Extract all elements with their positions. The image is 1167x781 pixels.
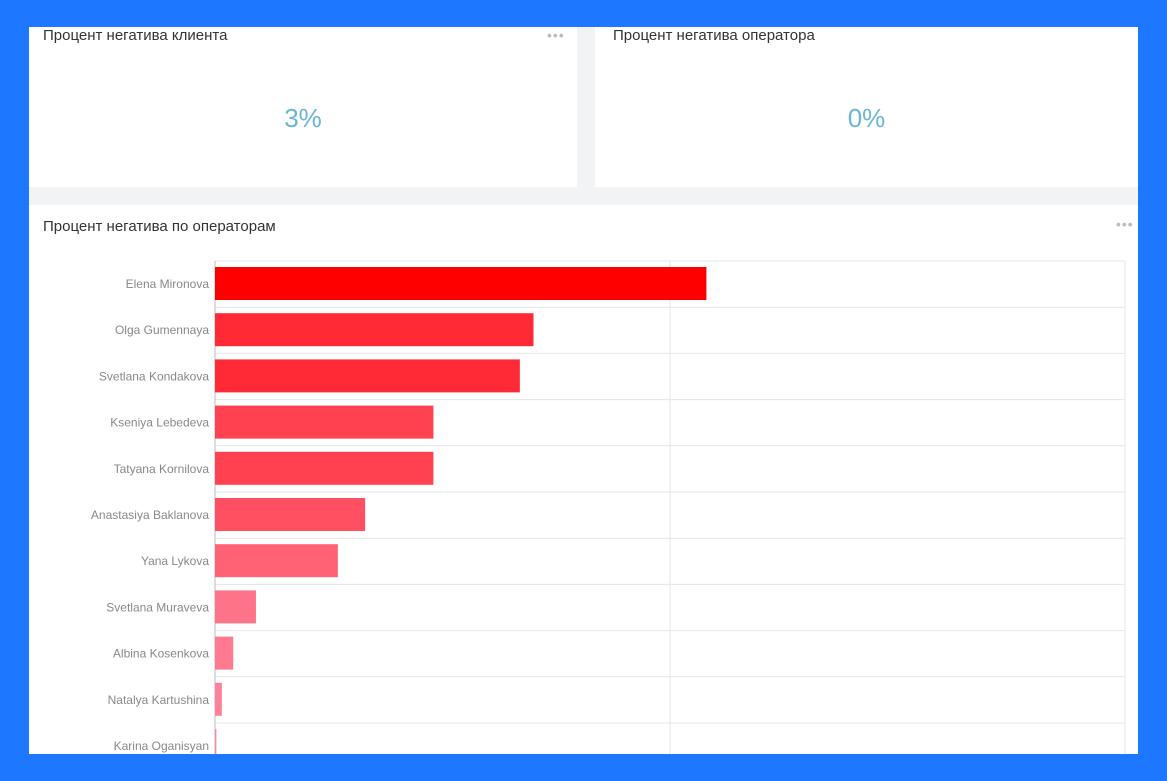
bar [215,544,338,578]
bar [215,498,366,531]
bar [215,359,520,393]
category-label: Natalya Kartushina [108,693,210,707]
category-label: Kseniya Lebedeva [110,416,209,430]
category-label: Yana Lykova [141,554,209,568]
bar [215,313,534,347]
bar [215,451,434,485]
kpi-value: 3% [284,103,322,133]
category-label: Albina Kosenkova [113,647,209,661]
kpi-value: 0% [847,103,886,133]
bar [215,636,234,670]
chart-title: Процент негатива по операторам [43,218,276,235]
dashboard: Процент негатива клиента ••• 3% Процент … [29,27,1138,754]
more-dots-icon[interactable]: ••• [547,27,565,43]
bar [215,682,222,716]
bar [215,405,434,439]
category-label: Svetlana Kondakova [99,369,209,383]
category-label: Karina Oganisyan [114,739,209,753]
bar-chart: Elena Mironova Olga Gumennaya Svetlana Kon… [91,260,1126,754]
bar [215,729,217,754]
category-label: Svetlana Muraveva [106,600,209,614]
more-dots-icon[interactable]: ••• [1116,216,1134,232]
kpi-card-client-negative: Процент негатива клиента ••• 3% [29,27,577,187]
category-label: Tatyana Kornilova [114,462,210,476]
card-title: Процент негатива клиента [43,27,228,44]
bar [215,267,707,300]
chart-panel: Процент негатива по операторам ••• Elena… [29,205,1138,754]
category-label: Olga Gumennaya [115,323,209,337]
category-label: Anastasiya Baklanova [91,508,209,522]
kpi-card-operator-negative: Процент негатива оператора 0% [595,27,1138,187]
card-title: Процент негатива оператора [613,27,815,44]
category-label: Elena Mironova [126,277,210,291]
bar [215,590,256,624]
